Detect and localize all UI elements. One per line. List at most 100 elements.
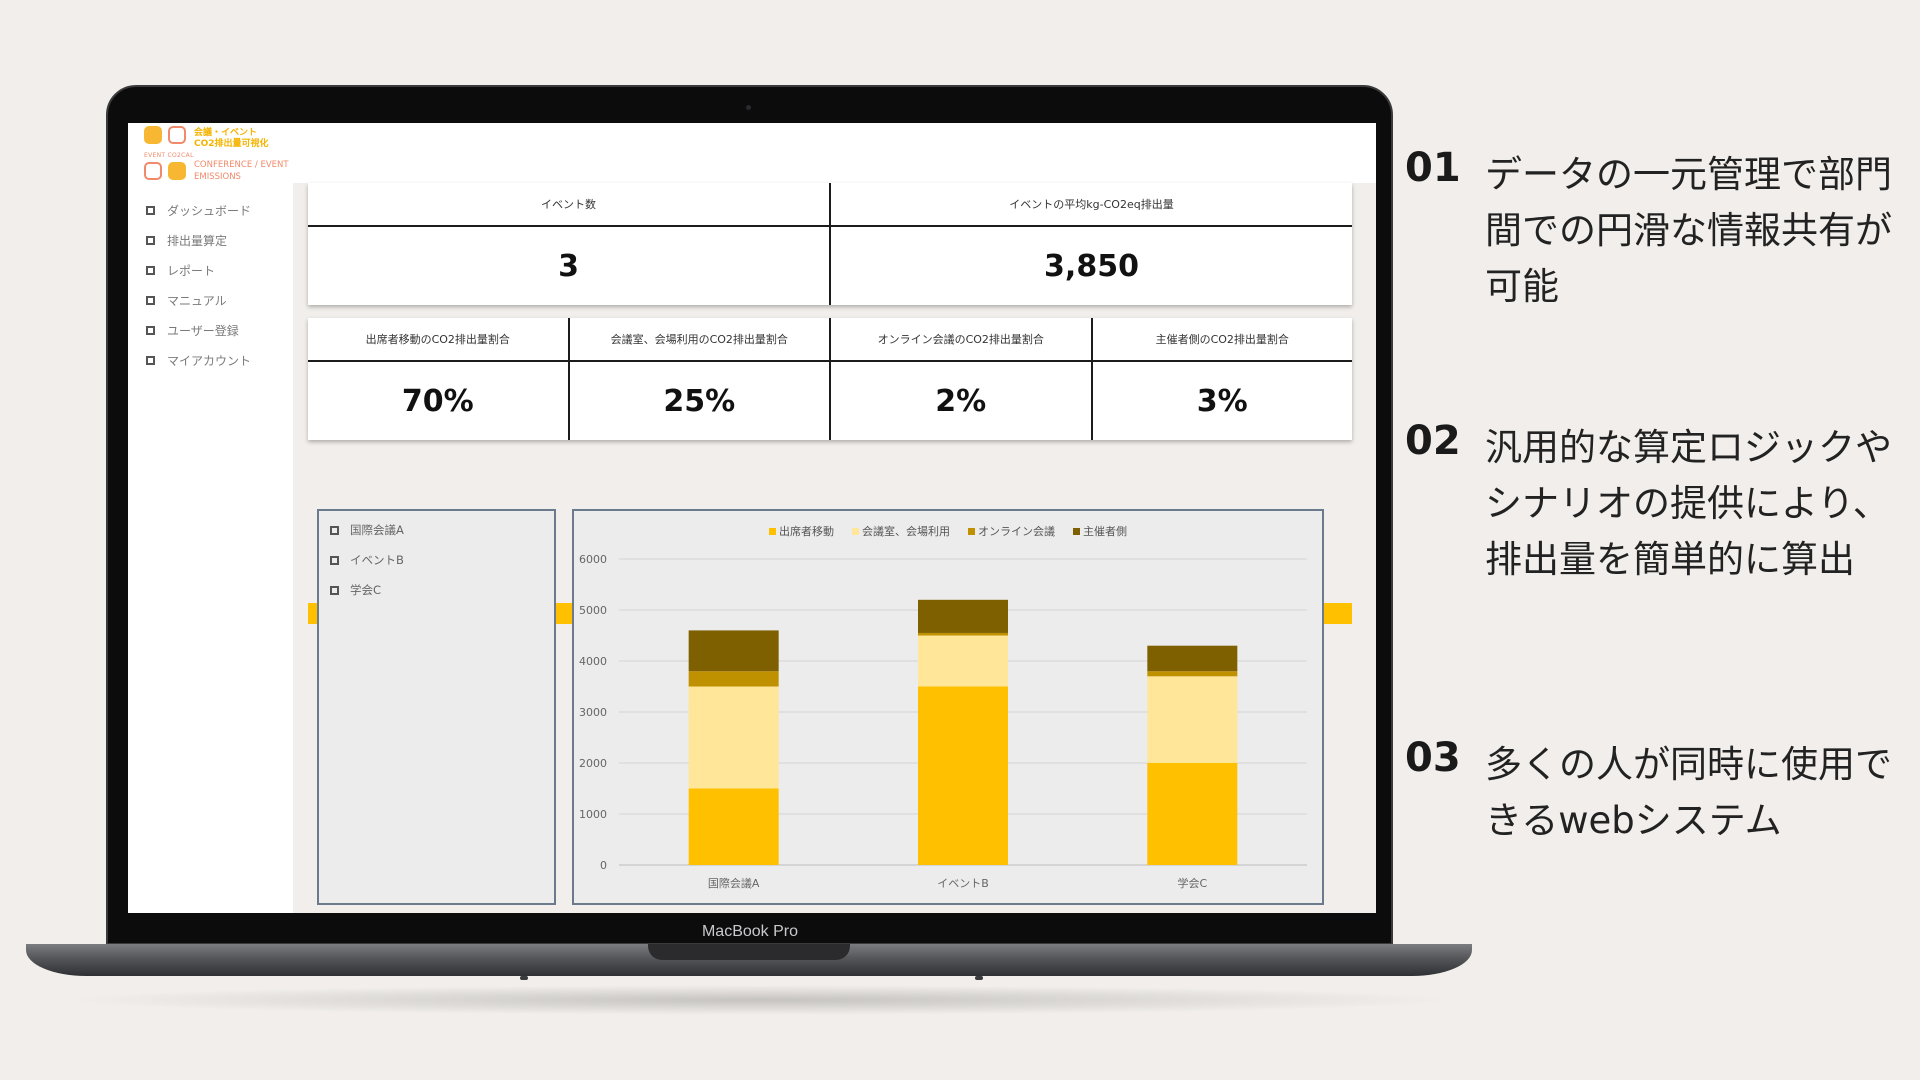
sidebar-item-manual[interactable]: マニュアル	[140, 285, 292, 315]
chart-legend: 出席者移動 会議室、会場利用 オンライン会議 主催者側	[574, 523, 1322, 539]
bar-segment[interactable]	[1147, 676, 1238, 763]
filter-item-event-b[interactable]: イベントB	[319, 545, 554, 575]
legend-item: 会議室、会場利用	[852, 523, 950, 539]
sidebar-item-label: ダッシュボード	[167, 203, 252, 218]
app-screen: 会議・イベント CO2排出量可視化 EVENT CO2CAL CONFERENCE…	[128, 123, 1376, 913]
kpi-value: 25%	[663, 383, 736, 419]
kpi-value: 2%	[935, 383, 987, 419]
legend-item: オンライン会議	[968, 523, 1055, 539]
bar-segment[interactable]	[688, 686, 779, 789]
sidebar: ダッシュボード 排出量算定 レポート マニュアル ユーザー登録 マイアカウント	[140, 195, 292, 913]
sidebar-item-label: 排出量算定	[167, 233, 228, 248]
stacked-bar-chart: 0 1000 2000 3000 4000 5000 6000 国際会議A イベントB 学会C	[579, 553, 1307, 890]
x-tick-label: イベントB	[937, 877, 989, 890]
legend-label: 会議室、会場利用	[862, 525, 950, 538]
kpi-ratio-card: 出席者移動のCO2排出量割合 70% 会議室、会場利用のCO2排出量割合 25%…	[308, 318, 1352, 440]
bar-segment[interactable]	[918, 599, 1008, 633]
kpi-ratio-organizer: 主催者側のCO2排出量割合 3%	[1092, 318, 1352, 440]
logo-square-icon	[144, 162, 162, 180]
laptop-foot	[520, 976, 528, 980]
bar-segment[interactable]	[1147, 763, 1238, 865]
checkbox-icon[interactable]	[330, 585, 339, 595]
filter-item-label: イベントB	[350, 553, 404, 567]
feature-text: 汎用的な算定ロジックやシナリオの提供により、排出量を簡単的に算出	[1485, 426, 1892, 581]
kpi-event-count: イベント数 3	[308, 183, 831, 305]
kpi-value: 70%	[401, 383, 474, 419]
bar-segment[interactable]	[1147, 645, 1238, 672]
x-tick-label: 学会C	[1177, 876, 1207, 890]
logo-square-icon	[144, 126, 162, 144]
sidebar-item-my-account[interactable]: マイアカウント	[140, 345, 292, 375]
sidebar-item-calculation[interactable]: 排出量算定	[140, 225, 292, 255]
kpi-value: 3	[558, 248, 579, 284]
sidebar-item-user-registration[interactable]: ユーザー登録	[140, 315, 292, 345]
feature-number: 03	[1405, 735, 1461, 781]
bar-segment[interactable]	[918, 635, 1008, 687]
checkbox-icon[interactable]	[330, 525, 339, 535]
y-tick-label: 2000	[579, 757, 607, 770]
sidebar-item-label: レポート	[167, 263, 216, 278]
feature-text: 多くの人が同時に使用できるwebシステム	[1485, 743, 1892, 842]
filter-item-label: 学会C	[350, 583, 382, 597]
laptop-shadow	[60, 985, 1460, 1015]
bar-segment[interactable]	[688, 630, 779, 672]
legend-swatch	[852, 527, 859, 535]
logo-subtitle: CONFERENCE / EVENT EMISSIONS	[194, 160, 289, 182]
kpi-ratio-venue: 会議室、会場利用のCO2排出量割合 25%	[569, 318, 831, 440]
bar-segment[interactable]	[1147, 671, 1238, 677]
legend-swatch	[1073, 527, 1080, 535]
checkbox-icon	[146, 295, 155, 305]
checkbox-icon	[146, 355, 155, 365]
legend-label: 出席者移動	[779, 525, 834, 538]
event-filter-panel: 国際会議A イベントB 学会C	[317, 509, 556, 905]
laptop-foot	[975, 976, 983, 980]
y-tick-label: 6000	[579, 553, 607, 566]
y-tick-label: 4000	[579, 655, 607, 668]
logo-title: 会議・イベント CO2排出量可視化	[194, 128, 269, 149]
kpi-label: オンライン会議のCO2排出量割合	[831, 318, 1091, 362]
filter-item-label: 国際会議A	[350, 523, 404, 537]
legend-label: 主催者側	[1083, 525, 1127, 538]
kpi-ratio-online: オンライン会議のCO2排出量割合 2%	[831, 318, 1093, 440]
checkbox-icon	[146, 265, 155, 275]
bar-segment[interactable]	[918, 686, 1008, 866]
filter-item-event-c[interactable]: 学会C	[319, 575, 554, 605]
filter-item-event-a[interactable]: 国際会議A	[319, 515, 554, 545]
checkbox-icon	[146, 205, 155, 215]
kpi-value: 3,850	[1044, 248, 1139, 284]
laptop-notch	[648, 944, 850, 960]
kpi-label: 主催者側のCO2排出量割合	[1092, 318, 1352, 362]
y-tick-label: 3000	[579, 706, 607, 719]
y-tick-label: 0	[600, 859, 607, 872]
sidebar-item-dashboard[interactable]: ダッシュボード	[140, 195, 292, 225]
kpi-ratio-attendee-travel: 出席者移動のCO2排出量割合 70%	[308, 318, 570, 440]
kpi-label: イベント数	[308, 183, 829, 227]
kpi-label: 出席者移動のCO2排出量割合	[308, 318, 568, 362]
legend-item: 出席者移動	[769, 523, 834, 539]
camera-icon	[746, 105, 751, 110]
checkbox-icon	[146, 325, 155, 335]
emission-chart-panel: 出席者移動 会議室、会場利用 オンライン会議 主催者側 0 1000 2000 3000 40…	[572, 509, 1324, 905]
app-logo[interactable]: 会議・イベント CO2排出量可視化 EVENT CO2CAL CONFERENCE…	[144, 126, 304, 186]
legend-swatch	[769, 527, 776, 535]
y-tick-label: 5000	[579, 604, 607, 617]
sidebar-item-label: マニュアル	[167, 293, 227, 308]
bar-segment[interactable]	[688, 671, 779, 687]
kpi-label: イベントの平均kg-CO2eq排出量	[831, 183, 1352, 227]
kpi-label: 会議室、会場利用のCO2排出量割合	[569, 318, 829, 362]
checkbox-icon	[146, 235, 155, 245]
logo-square-icon	[168, 126, 186, 144]
kpi-value: 3%	[1196, 383, 1248, 419]
legend-item: 主催者側	[1073, 523, 1127, 539]
checkbox-icon[interactable]	[330, 555, 339, 565]
bar-segment[interactable]	[688, 788, 779, 866]
kpi-summary-card: イベント数 3 イベントの平均kg-CO2eq排出量 3,850	[308, 183, 1352, 305]
sidebar-item-label: ユーザー登録	[167, 323, 239, 338]
logo-square-icon	[168, 162, 186, 180]
kpi-average-emission: イベントの平均kg-CO2eq排出量 3,850	[831, 183, 1352, 305]
sidebar-item-report[interactable]: レポート	[140, 255, 292, 285]
bar-segment[interactable]	[918, 632, 1008, 636]
feature-text: データの一元管理で部門間での円滑な情報共有が可能	[1485, 153, 1892, 308]
feature-number: 01	[1405, 145, 1461, 191]
y-tick-label: 1000	[579, 808, 607, 821]
